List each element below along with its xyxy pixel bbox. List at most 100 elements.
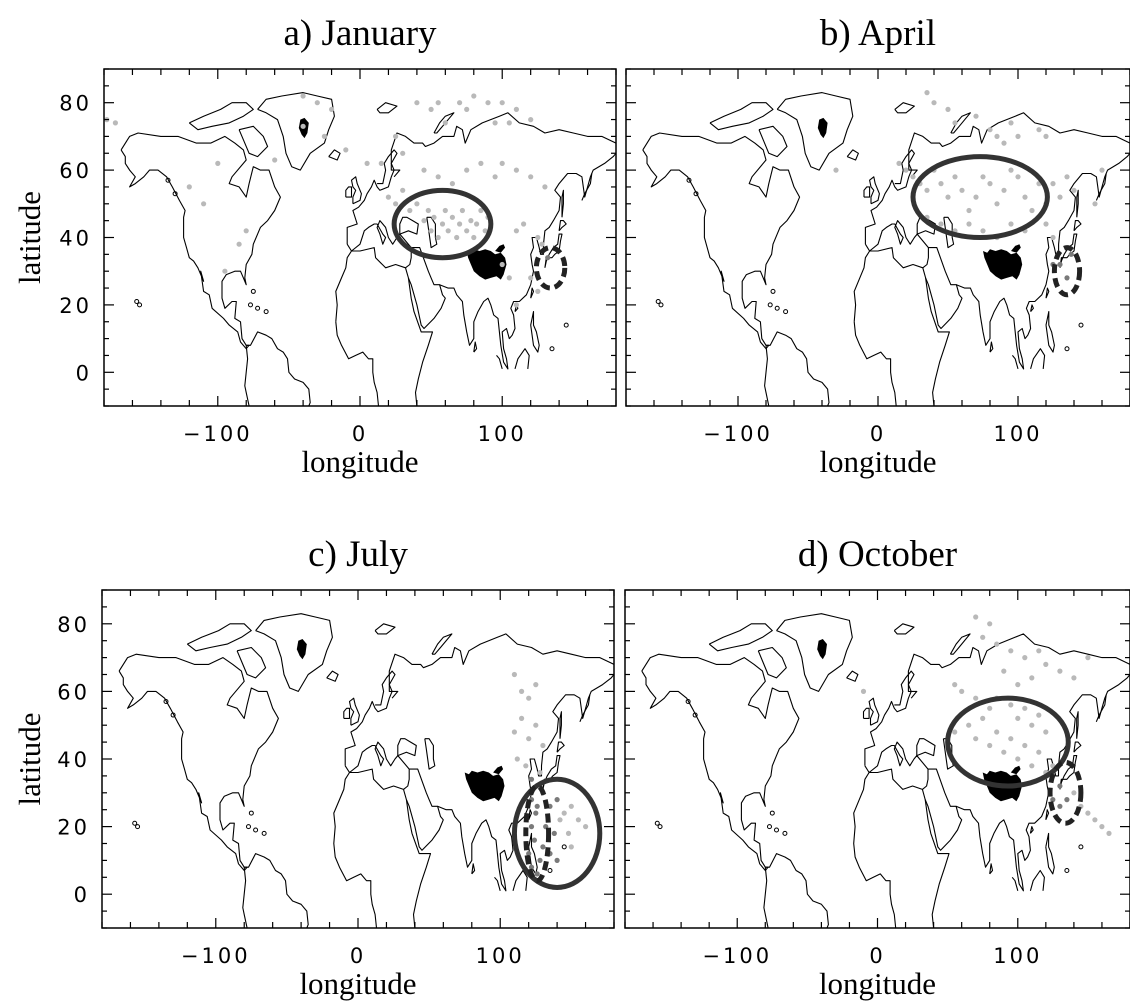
- island: [163, 699, 169, 705]
- data-point: [435, 100, 441, 106]
- data-point: [478, 160, 484, 166]
- x-tick-label: 100: [993, 422, 1042, 446]
- data-point: [393, 201, 399, 207]
- coastline: [939, 405, 941, 406]
- map-area: [642, 90, 1130, 406]
- island: [170, 712, 176, 718]
- data-point: [966, 207, 972, 214]
- data-point: [378, 160, 384, 166]
- coastline: [422, 405, 424, 406]
- data-point: [421, 218, 427, 224]
- coastline: [864, 633, 1130, 766]
- coastline: [1045, 809, 1050, 821]
- solid-ellipse: [391, 187, 494, 261]
- data-point: [551, 830, 557, 837]
- y-tick-label: 20: [59, 294, 92, 318]
- tibetan-plateau-mask-extension: [1011, 244, 1021, 253]
- coastline: [514, 348, 530, 370]
- data-point: [1001, 668, 1007, 674]
- coastline: [1095, 694, 1107, 723]
- dashed-ellipse: [1047, 759, 1084, 826]
- island: [654, 820, 660, 826]
- coastline: [868, 697, 880, 726]
- data-point: [1106, 830, 1112, 837]
- data-point: [1029, 675, 1035, 681]
- coastline: [1073, 741, 1082, 753]
- data-point: [1099, 824, 1105, 830]
- y-tick-label: 60: [57, 680, 90, 704]
- island: [250, 288, 256, 294]
- coastline: [397, 738, 417, 757]
- y-tick-label: 40: [57, 748, 90, 772]
- data-point: [528, 117, 534, 123]
- data-point: [1015, 756, 1021, 762]
- data-point: [973, 695, 979, 701]
- greenland-mask: [817, 117, 828, 139]
- data-point: [471, 234, 477, 241]
- data-point: [464, 228, 470, 234]
- dashed-ellipse: [1051, 245, 1083, 298]
- coastline: [863, 186, 871, 198]
- map-panel-3: −100 0 100 0 20 40 60 80 c) July longitude latitud…: [12, 534, 615, 1001]
- island: [1064, 346, 1070, 352]
- data-point: [1008, 120, 1014, 126]
- island: [685, 699, 691, 705]
- coastline: [709, 102, 774, 131]
- data-point: [407, 207, 413, 214]
- island: [769, 810, 775, 816]
- y-tick-label: 80: [59, 92, 92, 116]
- coastline: [864, 112, 1130, 245]
- coastline: [473, 341, 478, 353]
- data-point: [557, 817, 563, 823]
- data-point: [1071, 187, 1077, 193]
- data-point: [506, 275, 512, 281]
- data-point: [364, 160, 370, 166]
- data-point: [575, 817, 582, 823]
- coastline: [188, 102, 254, 131]
- y-tick-label: 40: [59, 227, 92, 251]
- data-point: [236, 241, 242, 247]
- data-point: [994, 133, 1000, 139]
- island: [782, 830, 788, 836]
- coastline: [853, 843, 897, 928]
- coastline: [864, 741, 929, 790]
- y-axis-label: latitude: [12, 191, 47, 284]
- data-point: [980, 715, 986, 722]
- coastline: [894, 149, 918, 185]
- island: [770, 288, 776, 294]
- data-point: [1001, 140, 1007, 146]
- data-point: [272, 157, 278, 163]
- coastline: [853, 321, 897, 406]
- coastline: [846, 149, 859, 161]
- data-point: [1064, 797, 1070, 803]
- data-point: [201, 201, 207, 207]
- data-point: [531, 837, 538, 843]
- panel-frame: [624, 589, 1130, 929]
- island: [132, 820, 138, 826]
- data-point: [534, 803, 540, 809]
- coastline: [255, 613, 333, 692]
- y-tick-label: 20: [57, 816, 90, 840]
- data-point: [499, 160, 505, 166]
- coastline: [1045, 832, 1055, 875]
- data-point: [1043, 729, 1049, 735]
- coastline: [579, 694, 591, 723]
- data-point: [385, 194, 391, 200]
- data-point: [485, 100, 491, 106]
- island: [137, 302, 143, 308]
- data-point: [457, 100, 463, 106]
- coastline: [1059, 755, 1078, 790]
- data-point: [435, 234, 441, 241]
- data-point: [329, 106, 335, 112]
- x-tick-label: 0: [352, 422, 368, 446]
- data-point: [1092, 201, 1098, 207]
- coastline: [335, 321, 380, 406]
- island: [165, 177, 171, 183]
- data-point: [425, 207, 431, 214]
- data-point: [431, 214, 437, 220]
- data-point: [1043, 661, 1049, 668]
- data-point: [528, 776, 535, 782]
- coastline: [955, 674, 1130, 892]
- coastline: [763, 867, 769, 928]
- coastline: [405, 768, 444, 851]
